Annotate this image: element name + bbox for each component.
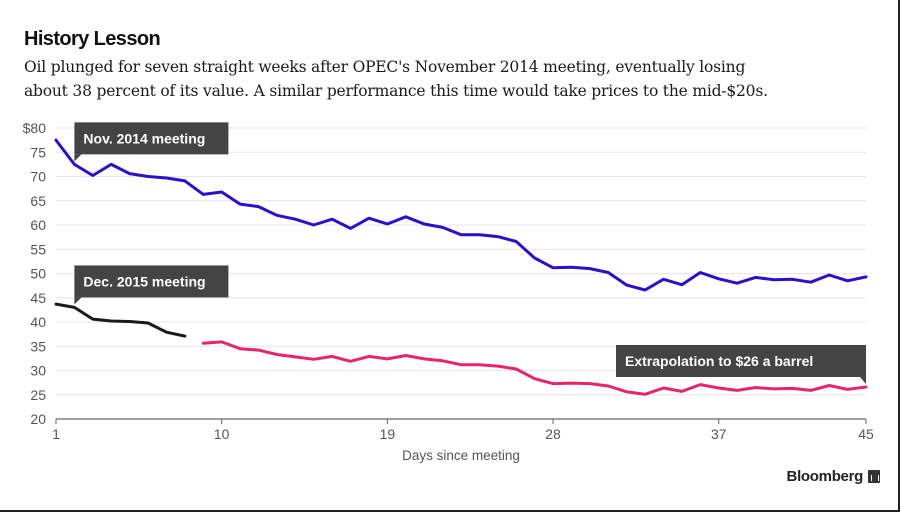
- callout-pointer: [860, 376, 866, 384]
- y-tick-label: 40: [30, 314, 46, 330]
- callout-text: Extrapolation to $26 a barrel: [625, 353, 813, 369]
- y-tick-label: 35: [30, 338, 46, 354]
- y-tick-label: 65: [30, 193, 46, 209]
- x-tick-label: 19: [380, 426, 396, 442]
- annotation-callout: Nov. 2014 meeting: [74, 122, 229, 162]
- callout-pointer: [74, 297, 82, 305]
- y-axis: $80 75 70 65 60 55 50 45 40 35 30 25 20: [23, 120, 47, 427]
- y-tick-label: 60: [30, 217, 46, 233]
- y-tick-label: $80: [23, 120, 47, 136]
- y-tick-label: 50: [30, 266, 46, 282]
- x-tick-label: 37: [711, 426, 727, 442]
- y-tick-label: 30: [30, 363, 46, 379]
- callout-box: [616, 344, 866, 377]
- source-brand: Bloomberg: [787, 468, 880, 485]
- chart-subtitle: Oil plunged for seven straight weeks aft…: [24, 55, 884, 103]
- callout-text: Dec. 2015 meeting: [83, 273, 205, 289]
- x-tick-label: 10: [214, 426, 230, 442]
- x-axis: 1 10 19 28 37 45: [52, 418, 874, 442]
- brand-name: Bloomberg: [786, 468, 864, 485]
- y-tick-label: 55: [30, 241, 46, 257]
- subtitle-line-1: Oil plunged for seven straight weeks aft…: [24, 58, 746, 76]
- annotation-callout: Extrapolation to $26 a barrel: [616, 344, 866, 384]
- x-tick-label: 45: [858, 426, 874, 442]
- y-tick-label: 25: [30, 387, 46, 403]
- bloomberg-logo-icon: [868, 470, 880, 483]
- series-line-2: [201, 340, 868, 396]
- callout-text: Nov. 2014 meeting: [83, 130, 205, 146]
- x-tick-label: 1: [52, 426, 60, 442]
- x-axis-title: Days since meeting: [402, 448, 520, 463]
- callout-box: [74, 265, 229, 298]
- annotations: Nov. 2014 meeting Dec. 2015 meeting Extrap…: [74, 122, 866, 384]
- series-line-1: [54, 302, 187, 338]
- x-tick-label: 28: [545, 426, 561, 442]
- subtitle-line-2: about 38 percent of its value. A similar…: [24, 82, 768, 100]
- y-tick-label: 20: [30, 411, 46, 427]
- annotation-callout: Dec. 2015 meeting: [74, 265, 229, 305]
- series-line-0: [54, 138, 868, 292]
- callout-pointer: [74, 154, 82, 162]
- callout-box: [74, 122, 229, 155]
- y-tick-label: 75: [30, 144, 46, 160]
- y-tick-label: 45: [30, 290, 46, 306]
- y-tick-label: 70: [30, 169, 46, 185]
- chart-title: History Lesson: [24, 28, 161, 50]
- series-lines: [54, 138, 868, 396]
